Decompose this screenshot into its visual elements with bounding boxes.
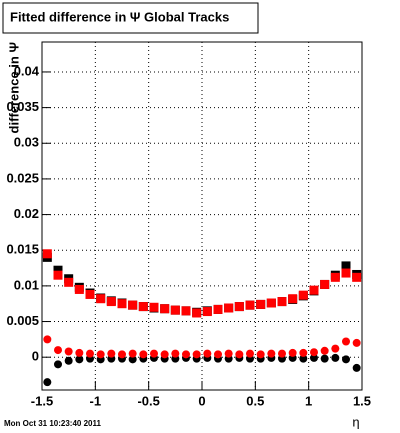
square-marker	[213, 304, 223, 314]
circle-marker	[267, 349, 276, 358]
circle-marker	[342, 337, 350, 346]
circle-marker	[139, 350, 148, 359]
circle-marker	[288, 348, 297, 357]
square-marker	[288, 294, 298, 304]
y-tick-label: 0.04	[14, 63, 40, 78]
circle-marker	[331, 344, 340, 353]
square-marker	[149, 302, 159, 312]
square-marker	[85, 289, 95, 299]
circle-marker	[320, 354, 329, 363]
circle-marker	[203, 349, 212, 358]
circle-marker	[352, 363, 361, 372]
x-tick-label: 0	[198, 393, 205, 408]
square-marker	[160, 304, 170, 314]
x-tick-label: -1	[90, 393, 102, 408]
square-marker	[224, 303, 234, 313]
square-marker	[170, 305, 180, 315]
circle-marker	[310, 348, 318, 357]
square-marker	[53, 270, 63, 280]
circle-marker	[299, 348, 308, 357]
square-marker	[64, 277, 74, 287]
footer: Mon Oct 31 10:23:40 2011	[4, 419, 101, 428]
title-box	[2, 2, 259, 34]
circle-marker	[214, 350, 222, 359]
circle-marker	[107, 349, 116, 358]
square-marker	[192, 308, 202, 318]
y-tick-label: 0	[32, 349, 39, 364]
square-marker	[277, 297, 287, 307]
circle-marker	[86, 349, 94, 358]
square-marker	[53, 265, 63, 275]
circle-marker	[64, 356, 73, 365]
square-marker	[266, 298, 276, 308]
y-tick-label: 0.025	[6, 170, 39, 185]
x-tick-label: -1.5	[31, 393, 53, 408]
square-marker	[106, 297, 116, 307]
circle-marker	[54, 346, 62, 355]
y-axis-label: difference in Ψ	[6, 42, 21, 133]
x-tick-label: -0.5	[137, 393, 159, 408]
square-marker	[138, 302, 148, 312]
circle-marker	[246, 349, 254, 358]
circle-marker	[320, 346, 329, 355]
circle-marker	[43, 378, 52, 387]
circle-marker	[331, 353, 340, 362]
x-tick-label: 1.5	[353, 393, 371, 408]
square-marker	[42, 249, 52, 259]
x-axis-label: η	[352, 414, 359, 429]
circle-marker	[160, 350, 169, 359]
square-marker	[320, 279, 330, 289]
square-marker	[341, 261, 351, 271]
square-marker	[245, 300, 255, 310]
square-marker	[330, 272, 340, 282]
circle-marker	[235, 350, 244, 359]
square-marker	[309, 285, 319, 295]
circle-marker	[278, 349, 286, 358]
square-marker	[117, 299, 127, 309]
chart-title: Fitted difference in Ψ Global Tracks	[10, 9, 229, 24]
square-marker	[256, 299, 266, 309]
circle-marker	[43, 335, 52, 344]
x-tick-label: 0.5	[246, 393, 264, 408]
y-tick-label: 0.01	[14, 277, 39, 292]
circle-marker	[118, 350, 126, 359]
x-tick-label: 1	[305, 393, 312, 408]
circle-marker	[96, 350, 105, 359]
circle-marker	[128, 349, 137, 358]
square-marker	[298, 290, 308, 300]
square-marker	[352, 272, 362, 282]
y-tick-label: 0.005	[6, 313, 39, 328]
circle-marker	[352, 338, 361, 347]
circle-marker	[54, 360, 62, 369]
circle-marker	[182, 350, 190, 359]
square-marker	[128, 300, 138, 310]
square-marker	[234, 302, 244, 312]
y-tick-label: 0.03	[14, 135, 39, 150]
square-marker	[74, 284, 84, 294]
square-marker	[341, 268, 351, 278]
square-marker	[96, 294, 106, 304]
circle-marker	[224, 349, 233, 358]
circle-marker	[192, 350, 201, 359]
circle-marker	[75, 348, 84, 357]
circle-marker	[256, 350, 265, 359]
circle-marker	[171, 349, 180, 358]
circle-marker	[64, 347, 73, 356]
square-marker	[202, 307, 212, 317]
circle-marker	[299, 354, 308, 363]
y-tick-label: 0.035	[6, 99, 39, 114]
circle-marker	[150, 349, 158, 358]
square-marker	[181, 306, 191, 316]
circle-marker	[128, 355, 137, 364]
circle-marker	[342, 355, 350, 364]
y-tick-label: 0.015	[6, 242, 39, 257]
y-tick-label: 0.02	[14, 206, 39, 221]
circle-marker	[310, 353, 318, 362]
circle-marker	[75, 355, 84, 364]
